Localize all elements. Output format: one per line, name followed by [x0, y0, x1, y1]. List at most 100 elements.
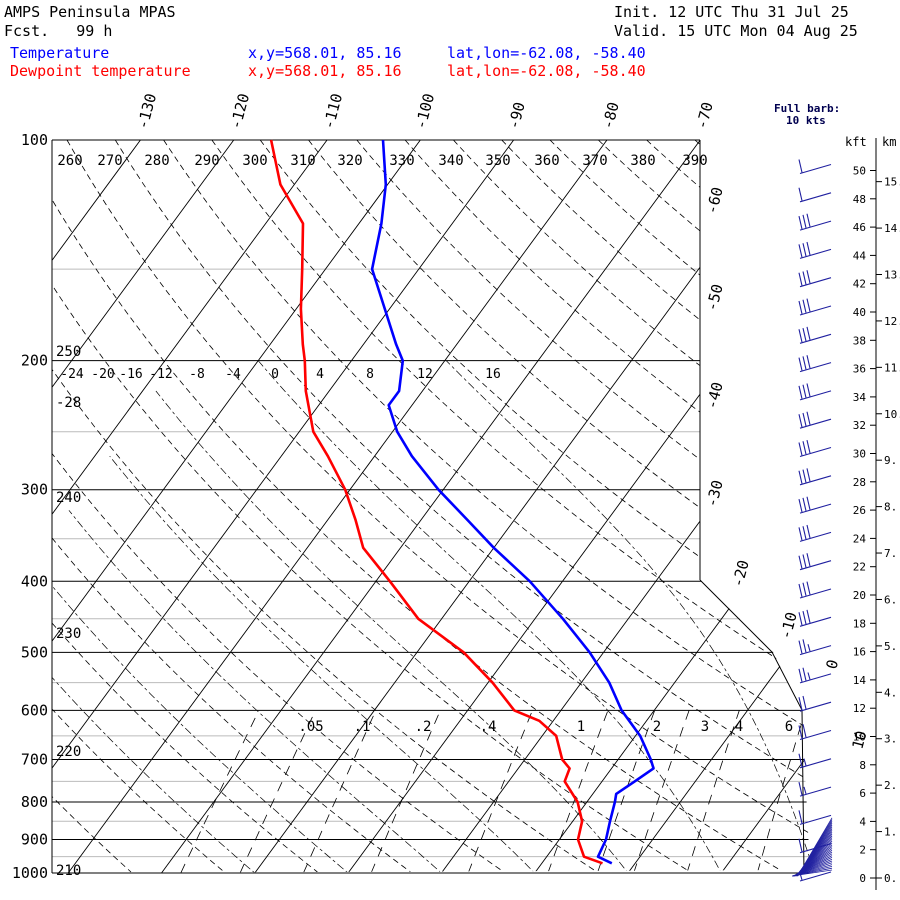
pressure-tick-label: 900 [21, 830, 48, 848]
isotherm-top-label: -120 [226, 91, 253, 131]
kft-tick-label: 6 [859, 787, 866, 800]
isotherm-right-label: -50 [702, 282, 726, 313]
frame-right-slant [699, 579, 805, 874]
isotherm-top-label: -130 [133, 91, 160, 131]
moist-adiabat [257, 360, 722, 873]
temperature-xy: x,y=568.01, 85.16 [248, 44, 402, 62]
isotherm [67, 140, 608, 873]
wind-barb-flag [802, 610, 807, 625]
mixing-ratio-label: .05 [298, 719, 323, 735]
mixing-ratio-label: 4 [735, 719, 743, 735]
wind-barb-shaft [799, 588, 832, 599]
isotherm-top-label: -70 [692, 100, 716, 131]
wind-barb-flag [806, 581, 811, 595]
wind-barb-flag [802, 271, 807, 285]
wind-barb-shaft [799, 701, 832, 712]
wind-barb-flag [798, 781, 803, 796]
wind-barb-shaft [799, 362, 832, 373]
wind-barb-flag [802, 639, 807, 653]
wind-barb-flag [798, 583, 803, 598]
dry-adiabat [114, 140, 810, 873]
wind-barb-flag [798, 385, 803, 400]
dewpoint-profile [269, 139, 603, 865]
profile-layer [269, 139, 655, 865]
mixing-ratio-label: 12 [417, 367, 433, 382]
wind-barb-flag [802, 724, 807, 738]
theta-label: 380 [630, 153, 655, 169]
wind-barb-flag [802, 299, 807, 313]
kft-tick-label: 24 [853, 532, 867, 545]
moist-adiabat [68, 510, 442, 873]
wind-barb-shaft [799, 560, 832, 571]
theta-label: 270 [97, 153, 122, 169]
moist-adiabat [724, 360, 810, 873]
dry-adiabat [549, 140, 810, 873]
theta-left-label: 250 [56, 344, 81, 360]
wind-barb-flag [806, 411, 811, 425]
km-tick-label: 7. [884, 547, 897, 560]
pressure-tick-label: 500 [21, 643, 48, 661]
theta-left-label: 210 [56, 863, 81, 879]
dry-adiabat [356, 140, 810, 873]
isotherm [52, 140, 421, 873]
wind-barb-shaft [799, 418, 832, 429]
kft-tick-label: 22 [853, 561, 866, 574]
surface-barb-fan [797, 817, 833, 877]
isotherm [720, 140, 810, 873]
isotherm [161, 140, 701, 873]
valid-time: Valid. 15 UTC Mon 04 Aug 25 [614, 22, 858, 40]
dewpoint-legend-label: Dewpoint temperature [10, 62, 191, 80]
theta-label: 330 [389, 153, 414, 169]
wind-barb-half [807, 672, 811, 680]
isotherm-right-label: 0 [822, 658, 842, 671]
km-tick-label: 12. [884, 315, 900, 328]
wind-barb-flag [802, 497, 807, 512]
theta-label: 320 [337, 153, 362, 169]
wind-barb-flag [798, 753, 803, 767]
km-tick-label: 14. [884, 222, 900, 235]
isotherm [52, 140, 235, 873]
wind-barb-flag [798, 725, 803, 739]
mixing-ratio-label: 3 [701, 719, 709, 735]
kft-tick-label: 2 [859, 844, 866, 857]
km-tick-label: 0. [884, 872, 897, 885]
wind-barb-flag [806, 355, 811, 369]
kft-tick-label: 18 [853, 617, 866, 630]
wind-barb-flag [798, 300, 803, 315]
dry-adiabat [52, 140, 411, 873]
pressure-tick-label: 1000 [12, 864, 48, 882]
mixing-ratio-label: -16 [119, 367, 142, 382]
dry-adiabat [52, 140, 598, 873]
km-tick-label: 1. [884, 826, 897, 839]
wind-barb-flag [798, 329, 803, 343]
wind-barb-flag [806, 298, 811, 312]
isotherm [347, 140, 810, 873]
theta-left-label: -28 [56, 395, 81, 411]
mixing-ratio-label: -12 [149, 367, 172, 382]
clipped-grid [52, 140, 810, 873]
pressure-tick-label: 800 [21, 793, 48, 811]
dry-adiabat [52, 140, 132, 873]
wind-barb-flag [798, 187, 803, 201]
kft-tick-label: 48 [853, 193, 866, 206]
wind-barb-flag [802, 356, 807, 370]
wind-barb-flag [798, 244, 803, 258]
forecast-hour: Fcst. 99 h [4, 22, 113, 40]
moist-adiabat [446, 360, 810, 873]
wind-barb-shaft [799, 503, 832, 514]
km-unit-label: km [882, 135, 896, 149]
kft-tick-label: 14 [853, 674, 867, 687]
kft-tick-label: 20 [853, 589, 866, 602]
dry-adiabat [163, 140, 810, 873]
wind-barb-flag [802, 582, 807, 596]
mixing-ratio-label: .2 [415, 719, 432, 735]
wind-barb-flag [806, 213, 811, 227]
mixing-ratio-label: 16 [485, 367, 501, 382]
mixing-ratio-label: .1 [354, 719, 371, 735]
dry-adiabat [501, 140, 810, 873]
height-axis: kft km50484644424038363432302826242220181… [845, 135, 900, 890]
theta-left-label: 240 [56, 490, 81, 506]
wind-barb-flag [802, 526, 807, 540]
